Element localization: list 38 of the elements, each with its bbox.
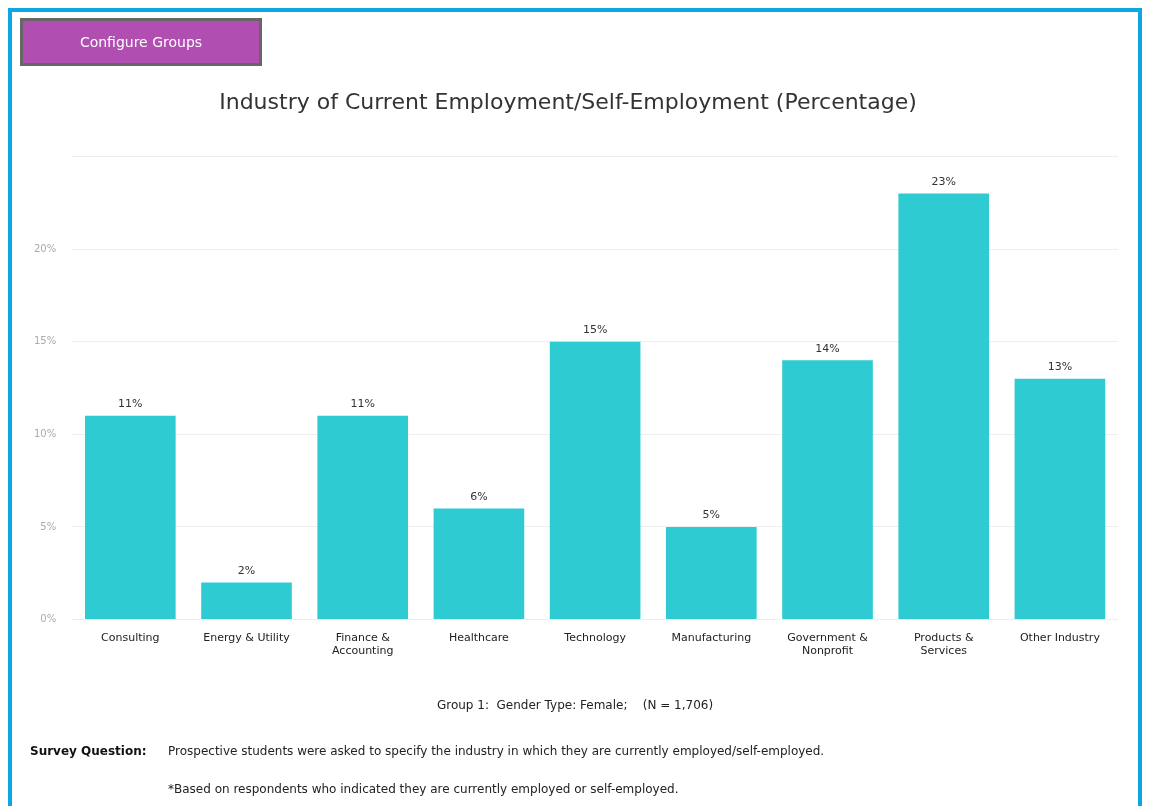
data-label: 15%: [582, 323, 608, 337]
bar: [201, 582, 292, 620]
chart-title: Industry of Current Employment/Self-Employment (Percentage): [219, 88, 917, 114]
data-label: 11%: [350, 397, 375, 411]
data-label: 6%: [470, 489, 488, 503]
text: Configure Groups: [20, 18, 262, 66]
x-tick-label: Healthcare: [448, 631, 510, 645]
bar: [898, 193, 990, 620]
y-tick-label: 5%: [40, 520, 57, 532]
x-tick-label: Energy & Utility: [203, 631, 291, 645]
text: Group 1: Gender Type: Female; (N = 1,706): [435, 698, 715, 712]
x-tick-label: Other Industry: [1019, 631, 1101, 645]
data-label: 2%: [237, 563, 256, 577]
x-tick-label: Government & Nonprofit: [787, 631, 869, 658]
bar: [665, 526, 757, 620]
bar: [85, 415, 176, 620]
data-label: 23%: [931, 174, 956, 188]
bar: [1014, 378, 1106, 620]
text: *Based on respondents who indicated they are currently employed or self-employed.: [168, 782, 679, 796]
y-tick-label: 10%: [33, 427, 57, 439]
text: Survey Question:: [30, 744, 147, 758]
x-tick-label: Technology: [563, 631, 627, 645]
y-tick-label: 20%: [33, 242, 57, 254]
data-label: 5%: [702, 508, 721, 522]
text: Prospective students were asked to specify the industry in which they are currently employed/self-employed.: [168, 744, 825, 758]
x-tick-label: Consulting: [101, 631, 160, 645]
bar: [433, 508, 525, 620]
y-tick-label: 0%: [40, 613, 57, 625]
y-tick-label: 15%: [33, 335, 57, 347]
x-tick-label: Finance & Accounting: [332, 631, 394, 658]
bar: [317, 415, 409, 620]
data-label: 14%: [815, 341, 840, 355]
x-tick-label: Manufacturing: [671, 631, 752, 645]
bar: [549, 341, 641, 620]
data-label: 11%: [118, 397, 143, 411]
bar: [782, 360, 873, 620]
x-tick-label: Products & Services: [913, 631, 974, 658]
data-label: 13%: [1047, 360, 1073, 374]
